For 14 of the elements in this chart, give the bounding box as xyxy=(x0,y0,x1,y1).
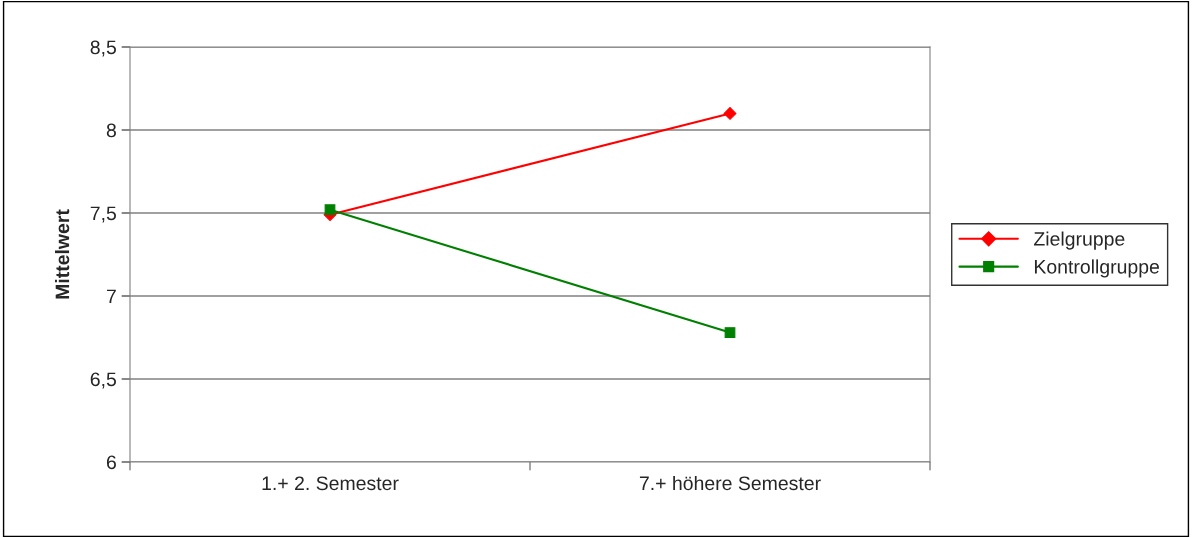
y-tick-label: 6 xyxy=(106,455,116,470)
y-tick-label: 7 xyxy=(106,289,116,304)
y-tick-label: 6,5 xyxy=(90,372,116,389)
y-tick-label: 8 xyxy=(106,123,116,138)
x-tick-label: 1.+ 2. Semester xyxy=(262,476,399,491)
y-tick-label: 7,5 xyxy=(90,206,116,223)
point xyxy=(723,106,737,120)
legend-label: Kontrollgruppe xyxy=(1034,259,1159,278)
legend-label: Zielgruppe xyxy=(1034,231,1125,250)
x-tick-label: 7.+ höhere Semester xyxy=(639,475,821,491)
y-tick-label: 8,5 xyxy=(90,40,116,57)
y-axis-title: Mittelwert xyxy=(54,209,70,299)
point xyxy=(324,204,336,216)
point xyxy=(724,327,736,338)
